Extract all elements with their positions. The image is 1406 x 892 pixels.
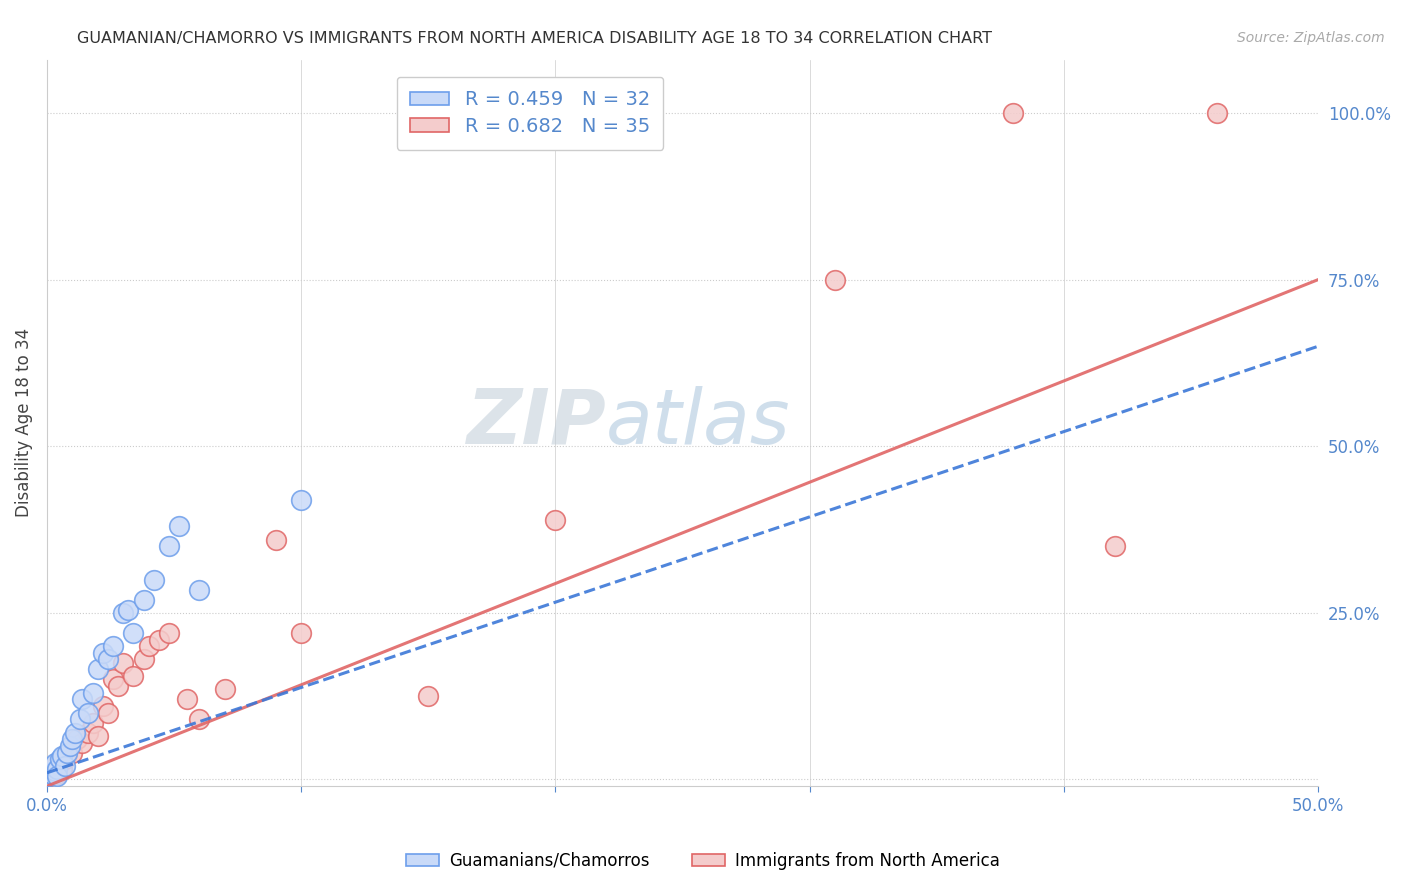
Point xyxy=(38,769,60,783)
Point xyxy=(63,726,86,740)
Text: atlas: atlas xyxy=(606,386,790,460)
Point xyxy=(157,625,180,640)
Point xyxy=(97,706,120,720)
Point xyxy=(56,746,79,760)
Point xyxy=(91,646,114,660)
Point xyxy=(46,767,69,781)
Point xyxy=(101,639,124,653)
Point xyxy=(290,625,312,640)
Point xyxy=(132,652,155,666)
Point xyxy=(87,729,110,743)
Point xyxy=(60,746,83,760)
Y-axis label: Disability Age 18 to 34: Disability Age 18 to 34 xyxy=(15,328,32,517)
Point xyxy=(46,769,69,783)
Point xyxy=(51,763,73,777)
Point xyxy=(44,764,66,779)
Point xyxy=(38,765,60,780)
Point xyxy=(122,625,145,640)
Point xyxy=(82,715,104,730)
Text: ZIP: ZIP xyxy=(467,386,606,460)
Point xyxy=(91,699,114,714)
Point xyxy=(290,492,312,507)
Point xyxy=(72,736,94,750)
Point xyxy=(157,539,180,553)
Point xyxy=(107,679,129,693)
Text: Source: ZipAtlas.com: Source: ZipAtlas.com xyxy=(1237,31,1385,45)
Point xyxy=(38,769,60,783)
Point xyxy=(122,669,145,683)
Point xyxy=(44,760,66,774)
Point xyxy=(544,512,567,526)
Point xyxy=(142,573,165,587)
Point xyxy=(97,652,120,666)
Legend: R = 0.459   N = 32, R = 0.682   N = 35: R = 0.459 N = 32, R = 0.682 N = 35 xyxy=(396,77,664,150)
Point xyxy=(76,726,98,740)
Point xyxy=(214,682,236,697)
Point xyxy=(188,582,211,597)
Point xyxy=(44,756,66,770)
Point xyxy=(53,759,76,773)
Point xyxy=(264,533,287,547)
Point xyxy=(69,713,91,727)
Point xyxy=(66,732,89,747)
Point xyxy=(138,639,160,653)
Point xyxy=(41,767,63,781)
Point xyxy=(53,752,76,766)
Point xyxy=(41,765,63,780)
Point xyxy=(82,686,104,700)
Point xyxy=(112,656,135,670)
Point xyxy=(51,749,73,764)
Point xyxy=(1104,539,1126,553)
Point xyxy=(132,592,155,607)
Point xyxy=(59,739,82,753)
Point xyxy=(72,692,94,706)
Point xyxy=(60,732,83,747)
Point xyxy=(824,272,846,286)
Point xyxy=(176,692,198,706)
Point xyxy=(56,747,79,761)
Point xyxy=(418,689,440,703)
Point xyxy=(46,763,69,777)
Point xyxy=(76,706,98,720)
Point xyxy=(1205,106,1227,120)
Point xyxy=(101,673,124,687)
Legend: Guamanians/Chamorros, Immigrants from North America: Guamanians/Chamorros, Immigrants from No… xyxy=(399,846,1007,877)
Point xyxy=(41,759,63,773)
Point xyxy=(188,713,211,727)
Point xyxy=(117,602,139,616)
Point xyxy=(112,606,135,620)
Point xyxy=(48,756,70,770)
Point xyxy=(167,519,190,533)
Point xyxy=(148,632,170,647)
Point xyxy=(87,663,110,677)
Text: GUAMANIAN/CHAMORRO VS IMMIGRANTS FROM NORTH AMERICA DISABILITY AGE 18 TO 34 CORR: GUAMANIAN/CHAMORRO VS IMMIGRANTS FROM NO… xyxy=(77,31,993,46)
Point xyxy=(48,752,70,766)
Point xyxy=(1002,106,1025,120)
